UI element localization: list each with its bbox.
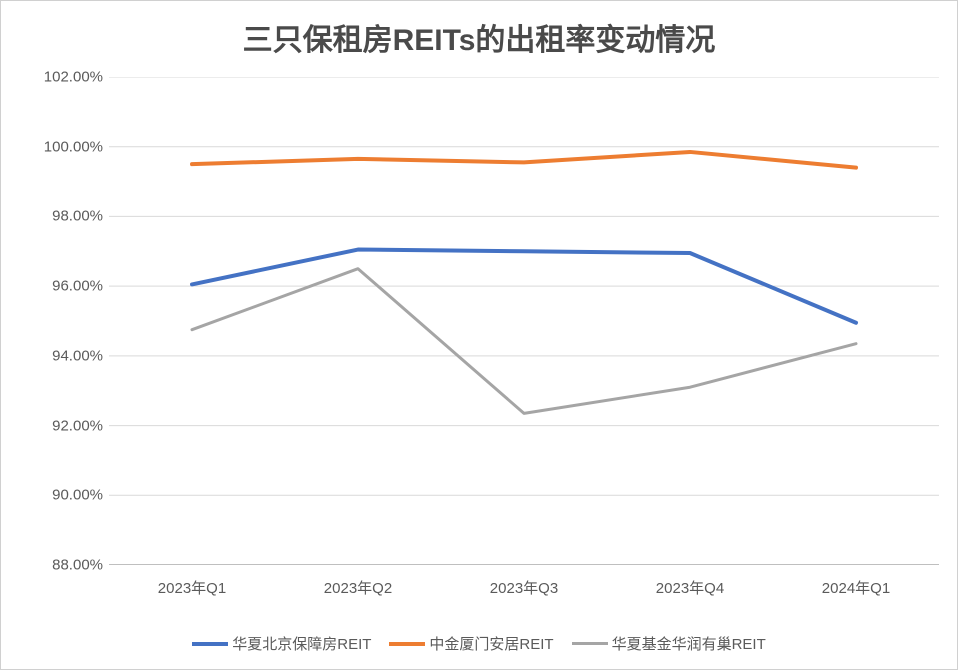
plot-area xyxy=(109,77,939,565)
legend-swatch xyxy=(389,642,425,646)
legend-swatch xyxy=(192,642,228,646)
y-tick-label: 98.00% xyxy=(52,208,103,225)
y-axis-labels: 88.00%90.00%92.00%94.00%96.00%98.00%100.… xyxy=(1,77,109,565)
y-tick-label: 96.00% xyxy=(52,278,103,295)
y-tick-label: 92.00% xyxy=(52,417,103,434)
y-tick-label: 90.00% xyxy=(52,487,103,504)
y-tick-label: 88.00% xyxy=(52,557,103,574)
legend-swatch xyxy=(572,642,608,645)
x-tick-label: 2023年Q3 xyxy=(490,577,558,598)
x-tick-label: 2024年Q1 xyxy=(822,577,890,598)
y-tick-label: 94.00% xyxy=(52,347,103,364)
x-tick-label: 2023年Q1 xyxy=(158,577,226,598)
x-tick-label: 2023年Q4 xyxy=(656,577,724,598)
legend-label: 华夏北京保障房REIT xyxy=(232,633,371,654)
x-tick-label: 2023年Q2 xyxy=(324,577,392,598)
legend-item: 华夏北京保障房REIT xyxy=(192,633,371,654)
chart-container: 三只保租房REITs的出租率变动情况 88.00% 90.00% 92.00% 94.… xyxy=(0,0,958,670)
legend-label: 中金厦门安居REIT xyxy=(429,633,553,654)
legend-item: 中金厦门安居REIT xyxy=(389,633,553,654)
legend: 华夏北京保障房REIT 中金厦门安居REIT 华夏基金华润有巢REIT xyxy=(1,633,957,654)
y-tick-label: 100.00% xyxy=(44,138,103,155)
chart-title: 三只保租房REITs的出租率变动情况 xyxy=(1,15,957,59)
legend-label: 华夏基金华润有巢REIT xyxy=(612,633,766,654)
x-axis-labels: 2023年Q1 2023年Q2 2023年Q3 2023年Q4 2024年Q1 xyxy=(109,577,939,601)
y-tick-label: 102.00% xyxy=(44,69,103,86)
legend-item: 华夏基金华润有巢REIT xyxy=(572,633,766,654)
